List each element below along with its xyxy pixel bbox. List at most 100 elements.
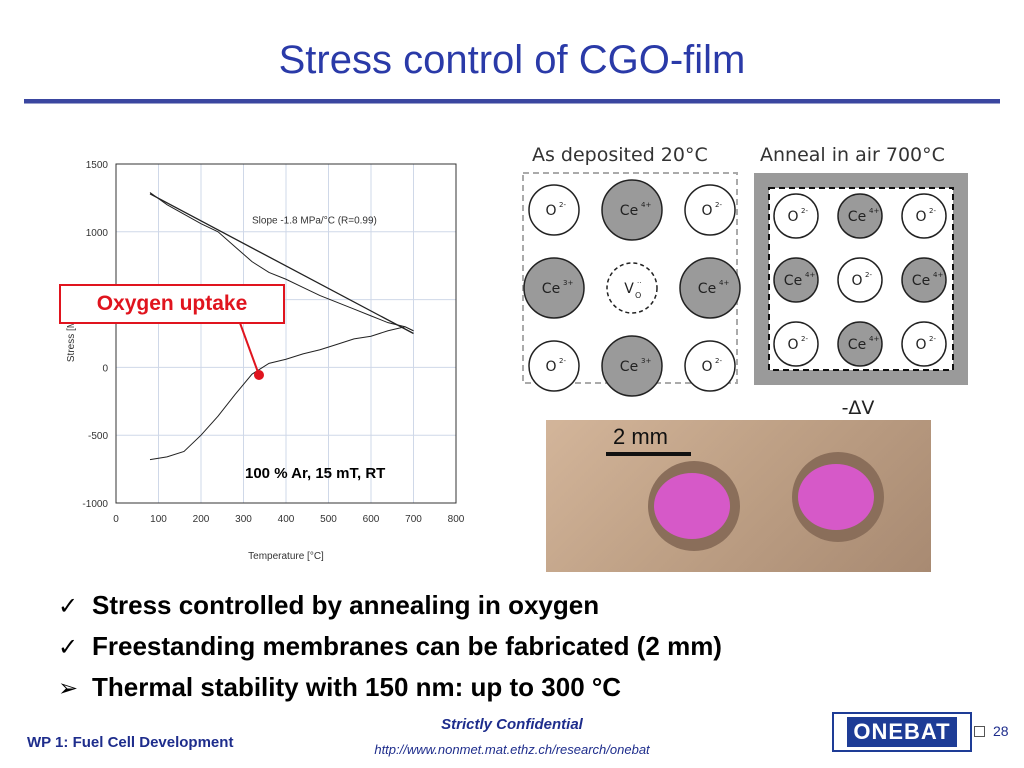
y-tick-label: 0 (102, 363, 108, 374)
x-tick-label: 700 (405, 514, 422, 525)
delta-v-label: -ΔV (842, 397, 875, 419)
page-number: 28 (993, 723, 1009, 739)
ion-label: O (701, 203, 712, 219)
ion-circle (837, 257, 883, 303)
ion-charge: 3+ (563, 279, 573, 287)
scale-bar (606, 452, 691, 456)
scale-label: 2 mm (613, 424, 668, 449)
ion-circle (523, 257, 585, 319)
check-icon: ✓ (58, 592, 79, 620)
ion-label: Ce (784, 273, 802, 289)
arrow-icon: ➢ (58, 674, 79, 702)
y-axis-label: Stress [MPa] (66, 305, 77, 362)
slide-title: Stress control of CGO-film (278, 38, 746, 82)
x-tick-label: 600 (363, 514, 380, 525)
ion-label: Ce (620, 359, 638, 375)
placeholder-box-icon (974, 726, 985, 737)
bullet-item: ➢ Thermal stability with 150 nm: up to 3… (58, 672, 722, 713)
ion-charge: 4+ (641, 201, 651, 209)
x-tick-label: 300 (235, 514, 252, 525)
stress-temperature-chart: 0100200300400500600700800-1000-500050010… (66, 160, 465, 562)
as-deposited-title: As deposited 20°C (532, 144, 708, 166)
ion-charge: 2- (559, 201, 566, 209)
ion-circle (528, 184, 580, 236)
lattice-diagram: O 2- Ce 4+ O 2-Ce 3+ V O·· Ce 4+O 2- Ce 3+ O 2- O 2- Ce 4+… (522, 172, 968, 419)
footer-url[interactable]: http://www.nonmet.mat.ethz.ch/research/o… (374, 742, 650, 757)
plot-frame (115, 163, 457, 504)
ion-label: Ce (912, 273, 930, 289)
membrane-discs (648, 452, 884, 551)
series-line (149, 192, 414, 332)
ion-label: V (624, 281, 634, 297)
ion-circle (528, 340, 580, 392)
title-divider (24, 99, 1000, 104)
x-tick-label: 800 (448, 514, 465, 525)
x-tick-label: 100 (150, 514, 167, 525)
ion-charge: 2- (801, 207, 808, 215)
ion-circle (773, 257, 819, 303)
x-tick-label: 200 (193, 514, 210, 525)
ion-label: Ce (848, 337, 866, 353)
footer-work-package: WP 1: Fuel Cell Development (27, 734, 234, 751)
ion-circle (679, 257, 741, 319)
ion-subscript: O (635, 291, 641, 300)
membrane-disc-right (798, 464, 874, 530)
ion-charge: 2- (715, 357, 722, 365)
anneal-title: Anneal in air 700°C (760, 144, 945, 166)
ion-label: Ce (542, 281, 560, 297)
ion-label: O (851, 273, 862, 289)
ion-charge: 4+ (869, 335, 879, 343)
ion-label: O (701, 359, 712, 375)
series-line (149, 193, 414, 335)
ion-label: O (787, 337, 798, 353)
bullet-item: ✓ Stress controlled by annealing in oxyg… (58, 590, 722, 631)
ion-charge: 4+ (869, 207, 879, 215)
ion-circle (606, 262, 658, 314)
logo-text: ONEBAT (847, 717, 957, 747)
ion-circle (837, 321, 883, 367)
ion-circle (601, 335, 663, 397)
x-axis-label: Temperature [°C] (248, 551, 324, 562)
y-tick-label: -1000 (82, 499, 108, 510)
ion-label: Ce (620, 203, 638, 219)
x-tick-label: 0 (113, 514, 119, 525)
slope-annotation: Slope -1.8 MPa/°C (R=0.99) (252, 216, 377, 227)
ion-charge: ·· (637, 279, 641, 287)
measurement-conditions: 100 % Ar, 15 mT, RT (245, 465, 386, 482)
ion-circle (773, 321, 819, 367)
y-tick-label: 1000 (86, 228, 109, 239)
ion-circle (684, 340, 736, 392)
ion-charge: 4+ (933, 271, 943, 279)
ion-circle (901, 257, 947, 303)
callout-arrow (239, 322, 260, 376)
series-line (149, 326, 414, 461)
ion-circle (837, 193, 883, 239)
x-tick-label: 500 (320, 514, 337, 525)
bullet-text: Stress controlled by annealing in oxygen (92, 590, 600, 620)
ion-charge: 2- (865, 271, 872, 279)
ion-charge: 4+ (719, 279, 729, 287)
ion-circle (601, 179, 663, 241)
bullet-text: Thermal stability with 150 nm: up to 300… (92, 672, 622, 702)
ion-charge: 2- (559, 357, 566, 365)
bullet-text: Freestanding membranes can be fabricated… (92, 631, 722, 661)
y-tick-label: -500 (88, 431, 108, 442)
oxygen-uptake-callout: Oxygen uptake (59, 284, 285, 324)
ion-circle (901, 193, 947, 239)
ion-circle (684, 184, 736, 236)
ion-label: O (787, 209, 798, 225)
ion-circle (901, 321, 947, 367)
ion-charge: 2- (715, 201, 722, 209)
callout-dot (254, 370, 264, 380)
ion-charge: 2- (801, 335, 808, 343)
membrane-disc-left (654, 473, 730, 539)
ion-charge: 3+ (641, 357, 651, 365)
ion-charge: 2- (929, 335, 936, 343)
y-tick-label: 1500 (86, 160, 109, 171)
ion-label: O (545, 359, 556, 375)
ion-circle (773, 193, 819, 239)
ion-label: Ce (698, 281, 716, 297)
check-icon: ✓ (58, 633, 79, 661)
ion-label: O (915, 209, 926, 225)
ion-label: Ce (848, 209, 866, 225)
